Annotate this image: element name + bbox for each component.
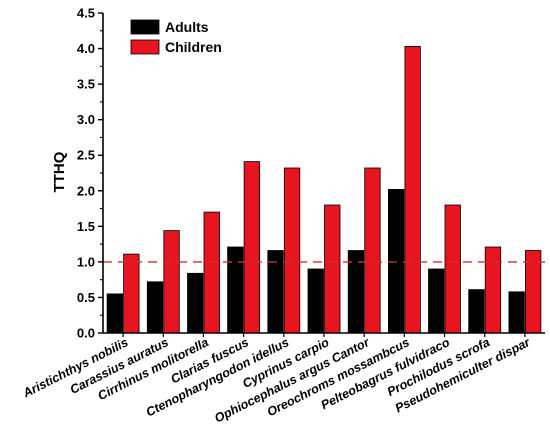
bar-children-8 bbox=[444, 204, 461, 334]
bars-layer bbox=[106, 46, 542, 334]
y-tick-label: 4.0 bbox=[77, 41, 95, 56]
legend: Adults Children bbox=[130, 19, 222, 55]
bar-adults-3 bbox=[227, 246, 244, 334]
bar-adults-6 bbox=[347, 250, 365, 334]
legend-swatch-children bbox=[130, 39, 160, 55]
y-tick-label: 1.5 bbox=[77, 219, 95, 234]
bar-adults-0 bbox=[106, 293, 123, 334]
bar-children-1 bbox=[163, 230, 180, 334]
y-tick-label: 2.0 bbox=[77, 183, 95, 198]
y-tick-label: 3.5 bbox=[77, 77, 95, 92]
legend-label-children: Children bbox=[165, 39, 222, 55]
bar-adults-4 bbox=[267, 250, 284, 334]
bar-children-3 bbox=[243, 161, 261, 334]
y-tick-label: 1.0 bbox=[77, 254, 95, 269]
bar-adults-2 bbox=[187, 272, 204, 334]
y-tick-label: 2.5 bbox=[77, 148, 95, 163]
bar-children-2 bbox=[203, 211, 220, 334]
bar-adults-10 bbox=[508, 291, 525, 334]
bar-adults-1 bbox=[146, 281, 164, 334]
y-ticks-layer: 0.0 0.5 1.0 1.5 2.0 2.5 3.0 3.5 4.0 4.5 bbox=[77, 6, 103, 341]
bar-adults-9 bbox=[468, 289, 485, 334]
y-tick-label: 4.5 bbox=[77, 6, 95, 21]
bar-children-7 bbox=[404, 46, 421, 334]
y-tick-label: 0.0 bbox=[77, 326, 95, 341]
legend-label-adults: Adults bbox=[165, 19, 209, 35]
bar-adults-8 bbox=[428, 268, 445, 334]
bar-children-4 bbox=[283, 167, 301, 334]
y-tick-label: 3.0 bbox=[77, 112, 95, 127]
bar-children-6 bbox=[364, 167, 381, 334]
bar-children-10 bbox=[525, 250, 542, 334]
y-tick-label: 0.5 bbox=[77, 290, 95, 305]
bar-children-5 bbox=[324, 204, 341, 334]
bar-children-9 bbox=[484, 246, 502, 334]
y-axis-title: TTHQ bbox=[51, 151, 68, 192]
bar-children-0 bbox=[123, 253, 140, 334]
legend-swatch-adults bbox=[130, 19, 160, 35]
bar-adults-5 bbox=[307, 268, 324, 334]
